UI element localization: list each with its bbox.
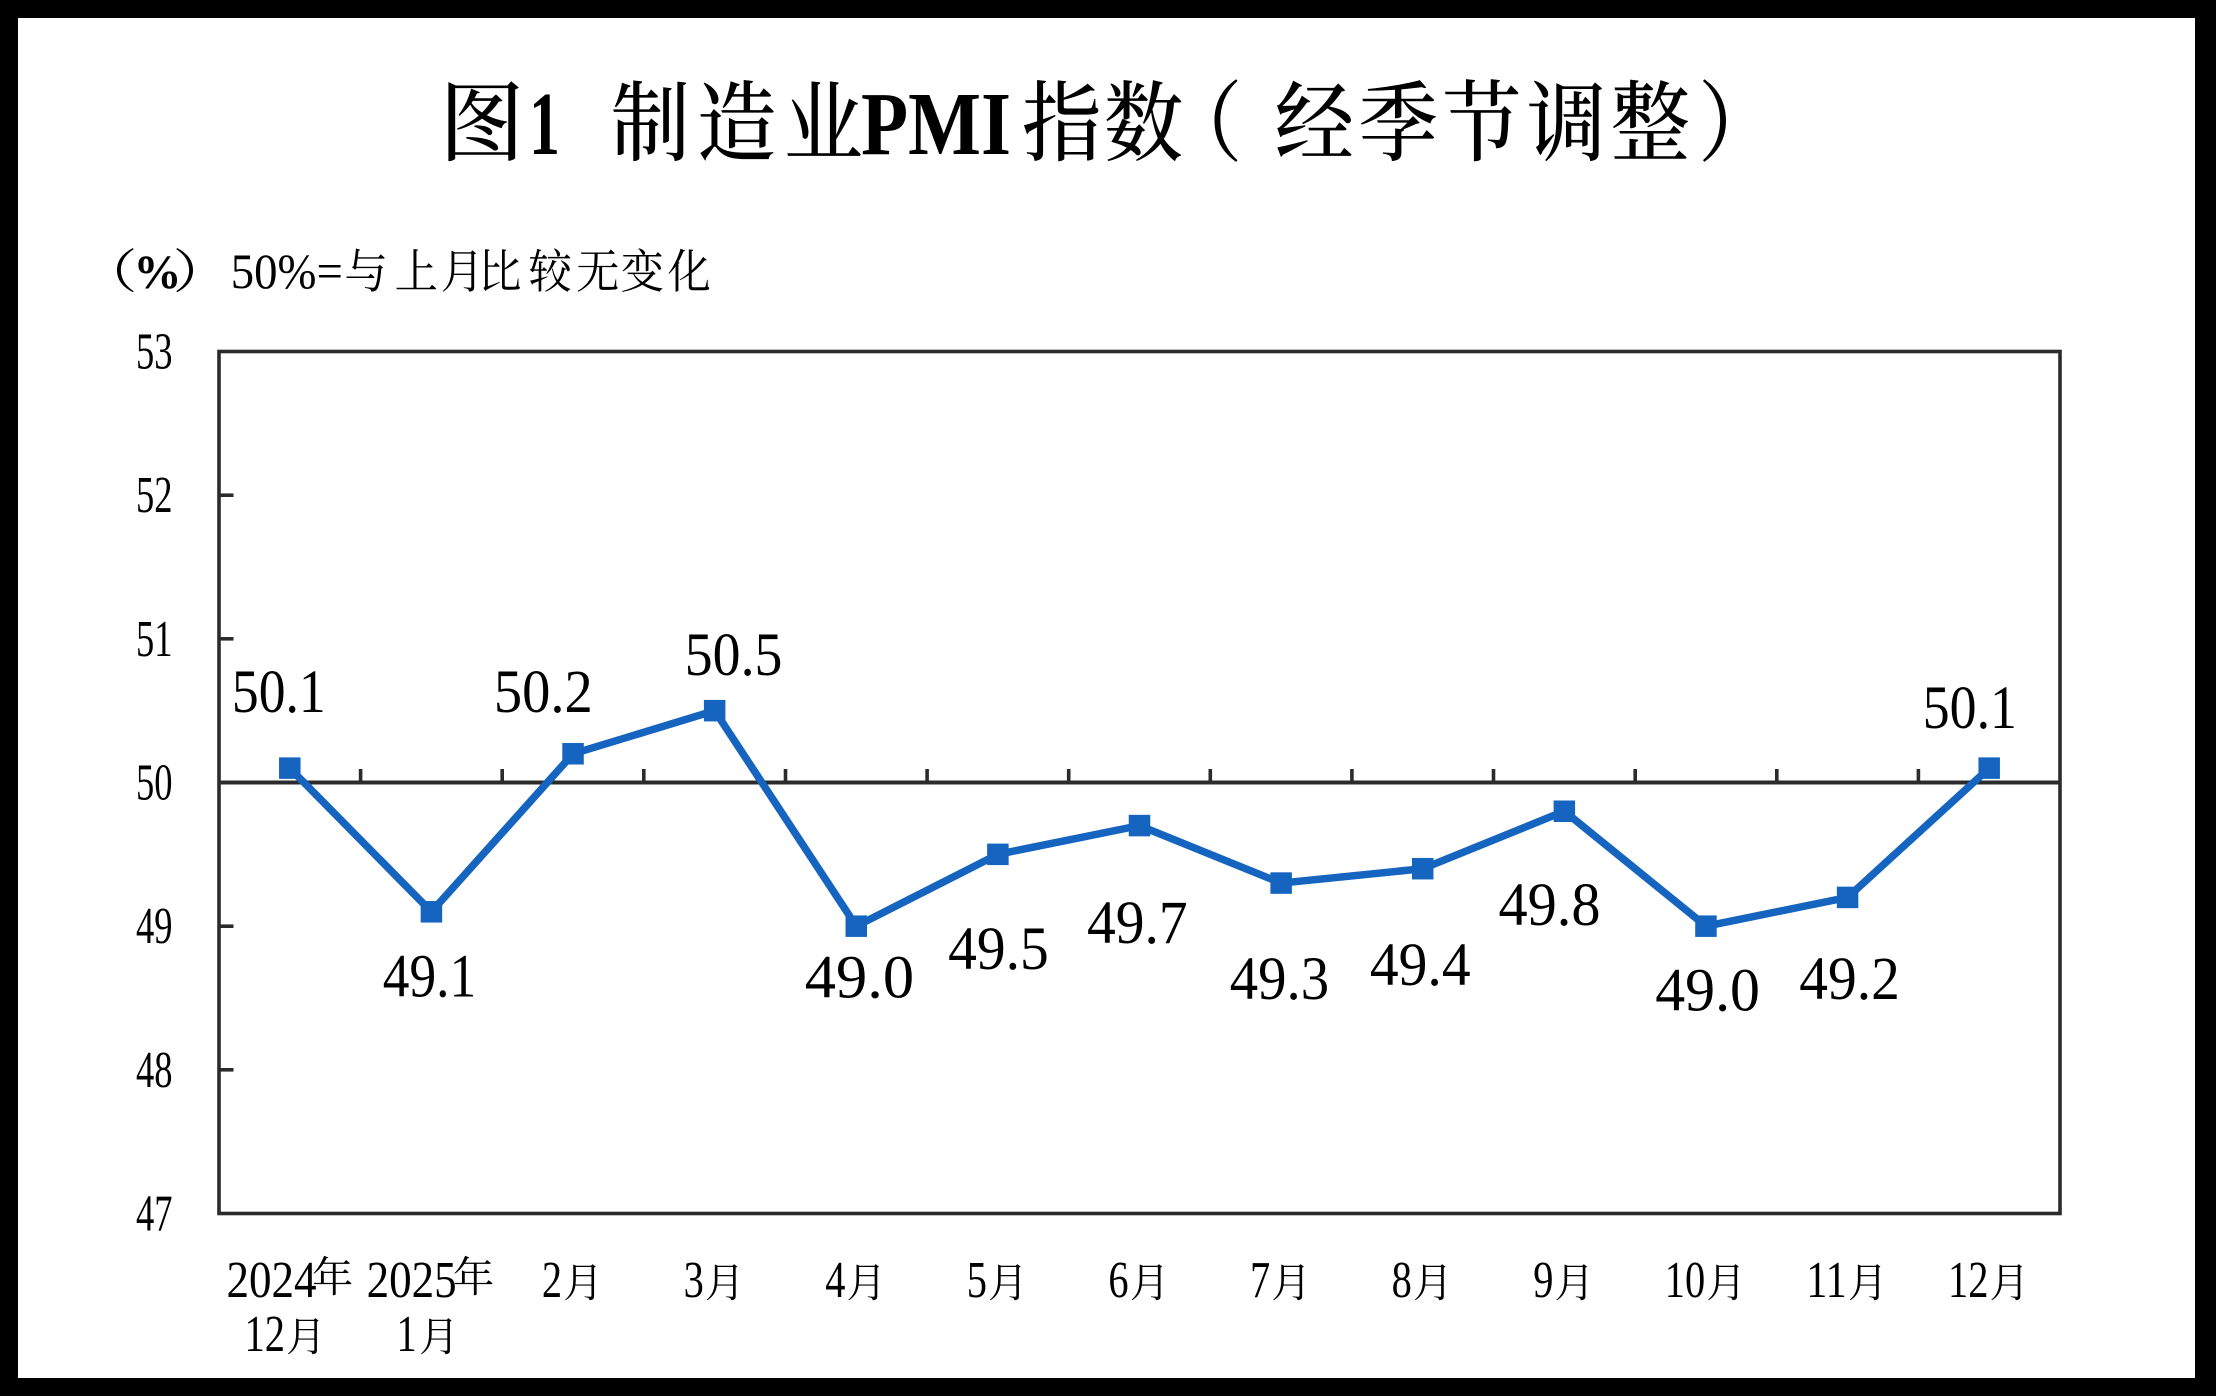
svg-text:49.8: 49.8 — [1499, 871, 1601, 939]
svg-text:12: 12 — [245, 1306, 286, 1363]
svg-text:49.1: 49.1 — [383, 943, 476, 1011]
svg-text:10: 10 — [1665, 1252, 1705, 1309]
svg-text:%: % — [134, 246, 182, 299]
svg-text:11: 11 — [1806, 1252, 1846, 1309]
svg-text:50.5: 50.5 — [685, 621, 783, 689]
svg-text:49.5: 49.5 — [948, 915, 1049, 983]
svg-text:47: 47 — [136, 1186, 173, 1243]
svg-text:4: 4 — [825, 1252, 845, 1309]
svg-text:9: 9 — [1533, 1252, 1553, 1309]
svg-text:50.1: 50.1 — [232, 658, 326, 726]
svg-text:1: 1 — [529, 75, 560, 174]
svg-text:5: 5 — [967, 1252, 987, 1309]
svg-text:53: 53 — [136, 324, 173, 381]
svg-text:2024: 2024 — [227, 1252, 317, 1309]
svg-text:49.7: 49.7 — [1087, 889, 1188, 957]
svg-text:PMI: PMI — [861, 75, 1011, 174]
svg-text:2025: 2025 — [367, 1252, 457, 1309]
svg-text:3: 3 — [684, 1252, 704, 1309]
svg-text:2: 2 — [542, 1252, 562, 1309]
svg-text:49.2: 49.2 — [1799, 945, 1900, 1013]
svg-text:49: 49 — [136, 898, 173, 955]
svg-text:6: 6 — [1108, 1252, 1128, 1309]
svg-text:50.2: 50.2 — [494, 658, 593, 726]
svg-text:49.3: 49.3 — [1230, 945, 1329, 1013]
svg-text:50%=: 50%= — [231, 244, 343, 299]
svg-text:1: 1 — [397, 1306, 417, 1363]
svg-text:49.0: 49.0 — [805, 944, 914, 1012]
svg-text:48: 48 — [136, 1042, 173, 1099]
svg-text:50.1: 50.1 — [1923, 674, 2017, 742]
svg-text:51: 51 — [136, 611, 173, 668]
svg-text:8: 8 — [1392, 1252, 1412, 1309]
svg-text:12: 12 — [1948, 1252, 1988, 1309]
svg-text:49.4: 49.4 — [1370, 931, 1471, 999]
svg-text:7: 7 — [1250, 1252, 1270, 1309]
svg-text:52: 52 — [136, 467, 173, 524]
svg-text:49.0: 49.0 — [1655, 957, 1760, 1025]
svg-text:50: 50 — [136, 755, 173, 812]
